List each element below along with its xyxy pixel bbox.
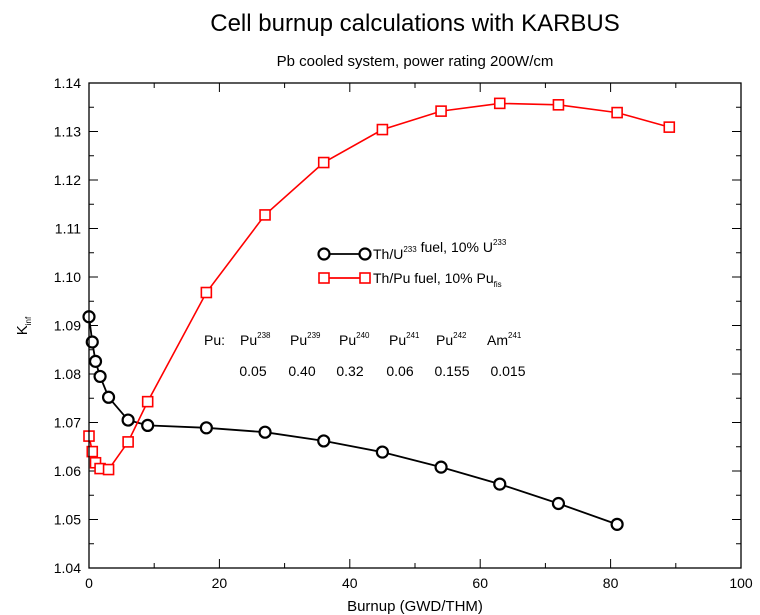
data-point <box>376 123 389 136</box>
series-2 <box>83 97 676 476</box>
isotope-annotation: Pu: Pu238 0.05 Pu239 0.40 Pu240 0.32 Pu241 0.06 P… <box>204 331 526 379</box>
y-tick-label: 1.12 <box>54 172 81 188</box>
x-tick-label: 60 <box>472 575 488 591</box>
y-tick-label: 1.14 <box>54 75 81 91</box>
y-axis-label-main: K <box>14 325 31 335</box>
plot-frame <box>88 82 742 569</box>
x-tick-label: 80 <box>603 575 619 591</box>
isotope-label: Pu238 <box>240 331 271 348</box>
data-point <box>317 156 330 169</box>
isotope-fraction: 0.32 <box>336 363 363 379</box>
data-point <box>610 517 624 531</box>
y-tick-label: 1.08 <box>54 366 81 382</box>
data-point <box>434 460 448 474</box>
y-tick-label: 1.10 <box>54 269 81 285</box>
y-tick-label: 1.11 <box>55 221 81 237</box>
series-layer <box>82 97 676 531</box>
data-point <box>88 354 103 368</box>
y-tick-label: 1.09 <box>54 318 81 334</box>
data-point <box>493 477 507 491</box>
isotope-label: Pu240 <box>339 331 370 348</box>
x-tick-label: 0 <box>85 575 93 591</box>
legend-marker <box>318 272 330 284</box>
data-point <box>93 369 107 384</box>
data-point <box>200 286 213 299</box>
x-tick-label: 20 <box>212 575 228 591</box>
isotope-label: Am241 <box>487 331 522 348</box>
data-point <box>552 99 565 111</box>
chart-title: Cell burnup calculations with KARBUS <box>210 10 620 37</box>
annotation-prefix: Pu: <box>204 332 225 348</box>
y-axis-label-sub: inf <box>24 316 33 325</box>
isotope-fraction: 0.155 <box>434 363 469 379</box>
isotope-fraction: 0.015 <box>490 363 525 379</box>
series-line <box>88 102 670 471</box>
chart-subtitle: Pb cooled system, power rating 200W/cm <box>276 53 554 70</box>
data-point <box>663 121 676 133</box>
data-point <box>258 425 272 439</box>
isotope-label: Pu241 <box>389 331 420 348</box>
x-tick-label: 40 <box>342 575 358 591</box>
data-point <box>121 413 135 427</box>
data-point <box>102 463 115 476</box>
y-axis-label: Kinf <box>14 316 33 335</box>
data-point <box>141 395 154 408</box>
data-point <box>101 390 116 404</box>
data-point <box>611 106 623 119</box>
isotope-fraction: 0.06 <box>386 363 413 379</box>
isotope-fraction: 0.05 <box>239 363 266 379</box>
data-point <box>375 445 389 459</box>
series-1 <box>82 310 624 531</box>
data-point <box>493 97 506 110</box>
legend-item-1: Th/U233 fuel, 10% U233 <box>317 238 507 262</box>
legend-marker <box>317 247 331 261</box>
legend-item-2: Th/Pu fuel, 10% Pufis <box>318 270 502 289</box>
isotope-fraction: 0.40 <box>288 363 315 379</box>
y-tick-label: 1.04 <box>54 560 81 576</box>
y-tick-label: 1.06 <box>54 463 81 479</box>
y-tick-label: 1.13 <box>54 124 81 140</box>
data-point <box>199 421 213 435</box>
legend-label: Th/U233 fuel, 10% U233 <box>373 238 507 262</box>
y-tick-label: 1.07 <box>54 415 81 431</box>
legend-marker <box>359 272 371 284</box>
isotope-label: Pu239 <box>290 331 321 348</box>
legend-label: Th/Pu fuel, 10% Pufis <box>373 270 502 289</box>
data-point <box>259 209 271 221</box>
data-point <box>435 105 447 117</box>
x-axis-label: Burnup (GWD/THM) <box>347 598 483 615</box>
data-point <box>141 418 155 433</box>
isotope-label: Pu242 <box>436 331 467 348</box>
y-tick-label: 1.05 <box>54 512 81 528</box>
legend-marker <box>358 247 372 261</box>
data-point <box>122 436 134 448</box>
data-point <box>317 434 331 448</box>
legend: Th/U233 fuel, 10% U233 Th/Pu fuel, 10% Pu… <box>317 238 507 289</box>
data-point <box>551 496 566 511</box>
data-point <box>86 445 99 458</box>
x-tick-label: 100 <box>729 575 753 591</box>
